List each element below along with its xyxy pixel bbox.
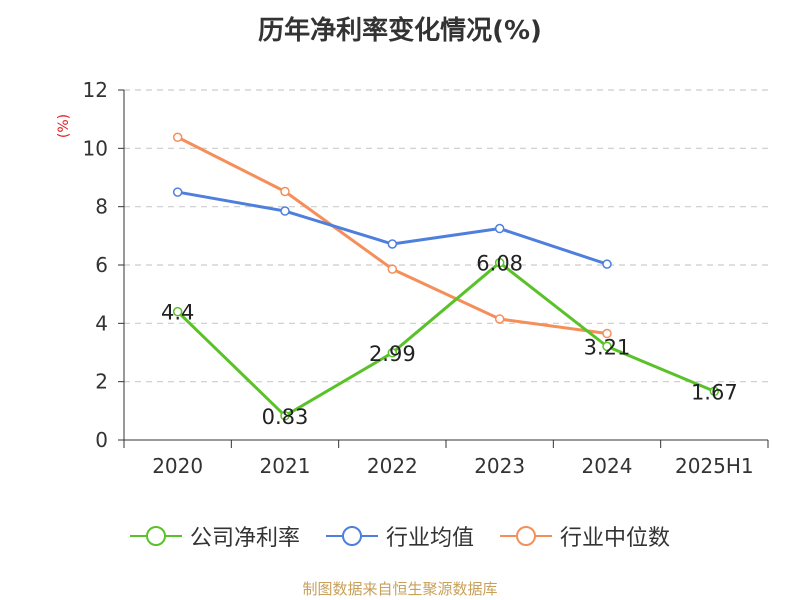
series-0 — [172, 257, 720, 421]
series-line — [176, 135, 608, 336]
data-label: 3.21 — [584, 335, 631, 359]
legend: 公司净利率 行业均值 行业中位数 — [0, 520, 800, 552]
x-tick-label: 2025H1 — [675, 454, 754, 478]
y-tick-label: 4 — [95, 311, 108, 335]
legend-item-industry-median[interactable]: 行业中位数 — [500, 520, 670, 552]
y-tick-label: 10 — [83, 136, 108, 160]
series-2 — [172, 132, 612, 339]
data-label: 0.83 — [262, 405, 309, 429]
data-point — [280, 411, 290, 421]
y-tick-label: 2 — [95, 370, 108, 394]
legend-label: 行业中位数 — [560, 526, 671, 551]
data-source-note: 制图数据来自恒生聚源数据库 — [302, 580, 498, 598]
chart-title: 历年净利率变化情况(%) — [258, 16, 542, 46]
data-label: 1.67 — [691, 380, 738, 404]
data-point — [387, 264, 398, 274]
legend-item-company-net-margin[interactable]: 公司净利率 — [129, 520, 300, 552]
legend-item-industry-mean[interactable]: 行业均值 — [325, 520, 474, 552]
legend-label: 行业均值 — [385, 526, 474, 551]
legend-marker-circle-icon — [325, 526, 378, 546]
data-point — [602, 341, 612, 352]
data-point — [172, 132, 183, 142]
y-tick-label: 0 — [95, 428, 108, 452]
data-point — [494, 314, 505, 324]
data-point — [709, 386, 720, 397]
data-point — [387, 348, 398, 358]
data-point — [280, 206, 290, 216]
legend-marker-circle-icon — [500, 526, 552, 546]
data-label: 4.4 — [161, 301, 194, 325]
series-lines — [172, 132, 720, 421]
series-line — [176, 261, 715, 418]
y-tick-label: 6 — [95, 253, 108, 277]
data-labels: 4.4 0.83 2.99 6.08 3.21 1.67 — [161, 252, 738, 429]
axes: 0 2 4 6 8 10 12 2020 2021 2022 2023 2024 2025H1 (%) — [56, 78, 769, 478]
series-1 — [172, 187, 612, 269]
x-tick-label: 2024 — [582, 454, 633, 478]
data-point — [172, 187, 183, 197]
data-point — [602, 259, 612, 269]
y-axis-label: (%) — [56, 114, 72, 138]
data-label: 2.99 — [369, 342, 416, 366]
data-point — [172, 306, 183, 317]
y-tick-label: 12 — [83, 78, 108, 102]
legend-marker-circle-icon — [129, 526, 182, 546]
data-point — [494, 223, 505, 234]
legend-label: 公司净利率 — [189, 526, 300, 551]
series-line — [177, 190, 608, 266]
x-tick-label: 2020 — [152, 454, 203, 478]
data-point — [494, 257, 505, 268]
grid-lines — [124, 89, 768, 383]
x-tick-label: 2022 — [367, 454, 418, 478]
data-point — [602, 328, 612, 339]
data-point — [387, 239, 398, 249]
y-tick-label: 8 — [95, 195, 108, 219]
x-tick-label: 2021 — [260, 454, 311, 478]
x-tick-label: 2023 — [474, 454, 525, 478]
data-label: 6.08 — [476, 252, 523, 276]
data-point — [280, 186, 290, 197]
